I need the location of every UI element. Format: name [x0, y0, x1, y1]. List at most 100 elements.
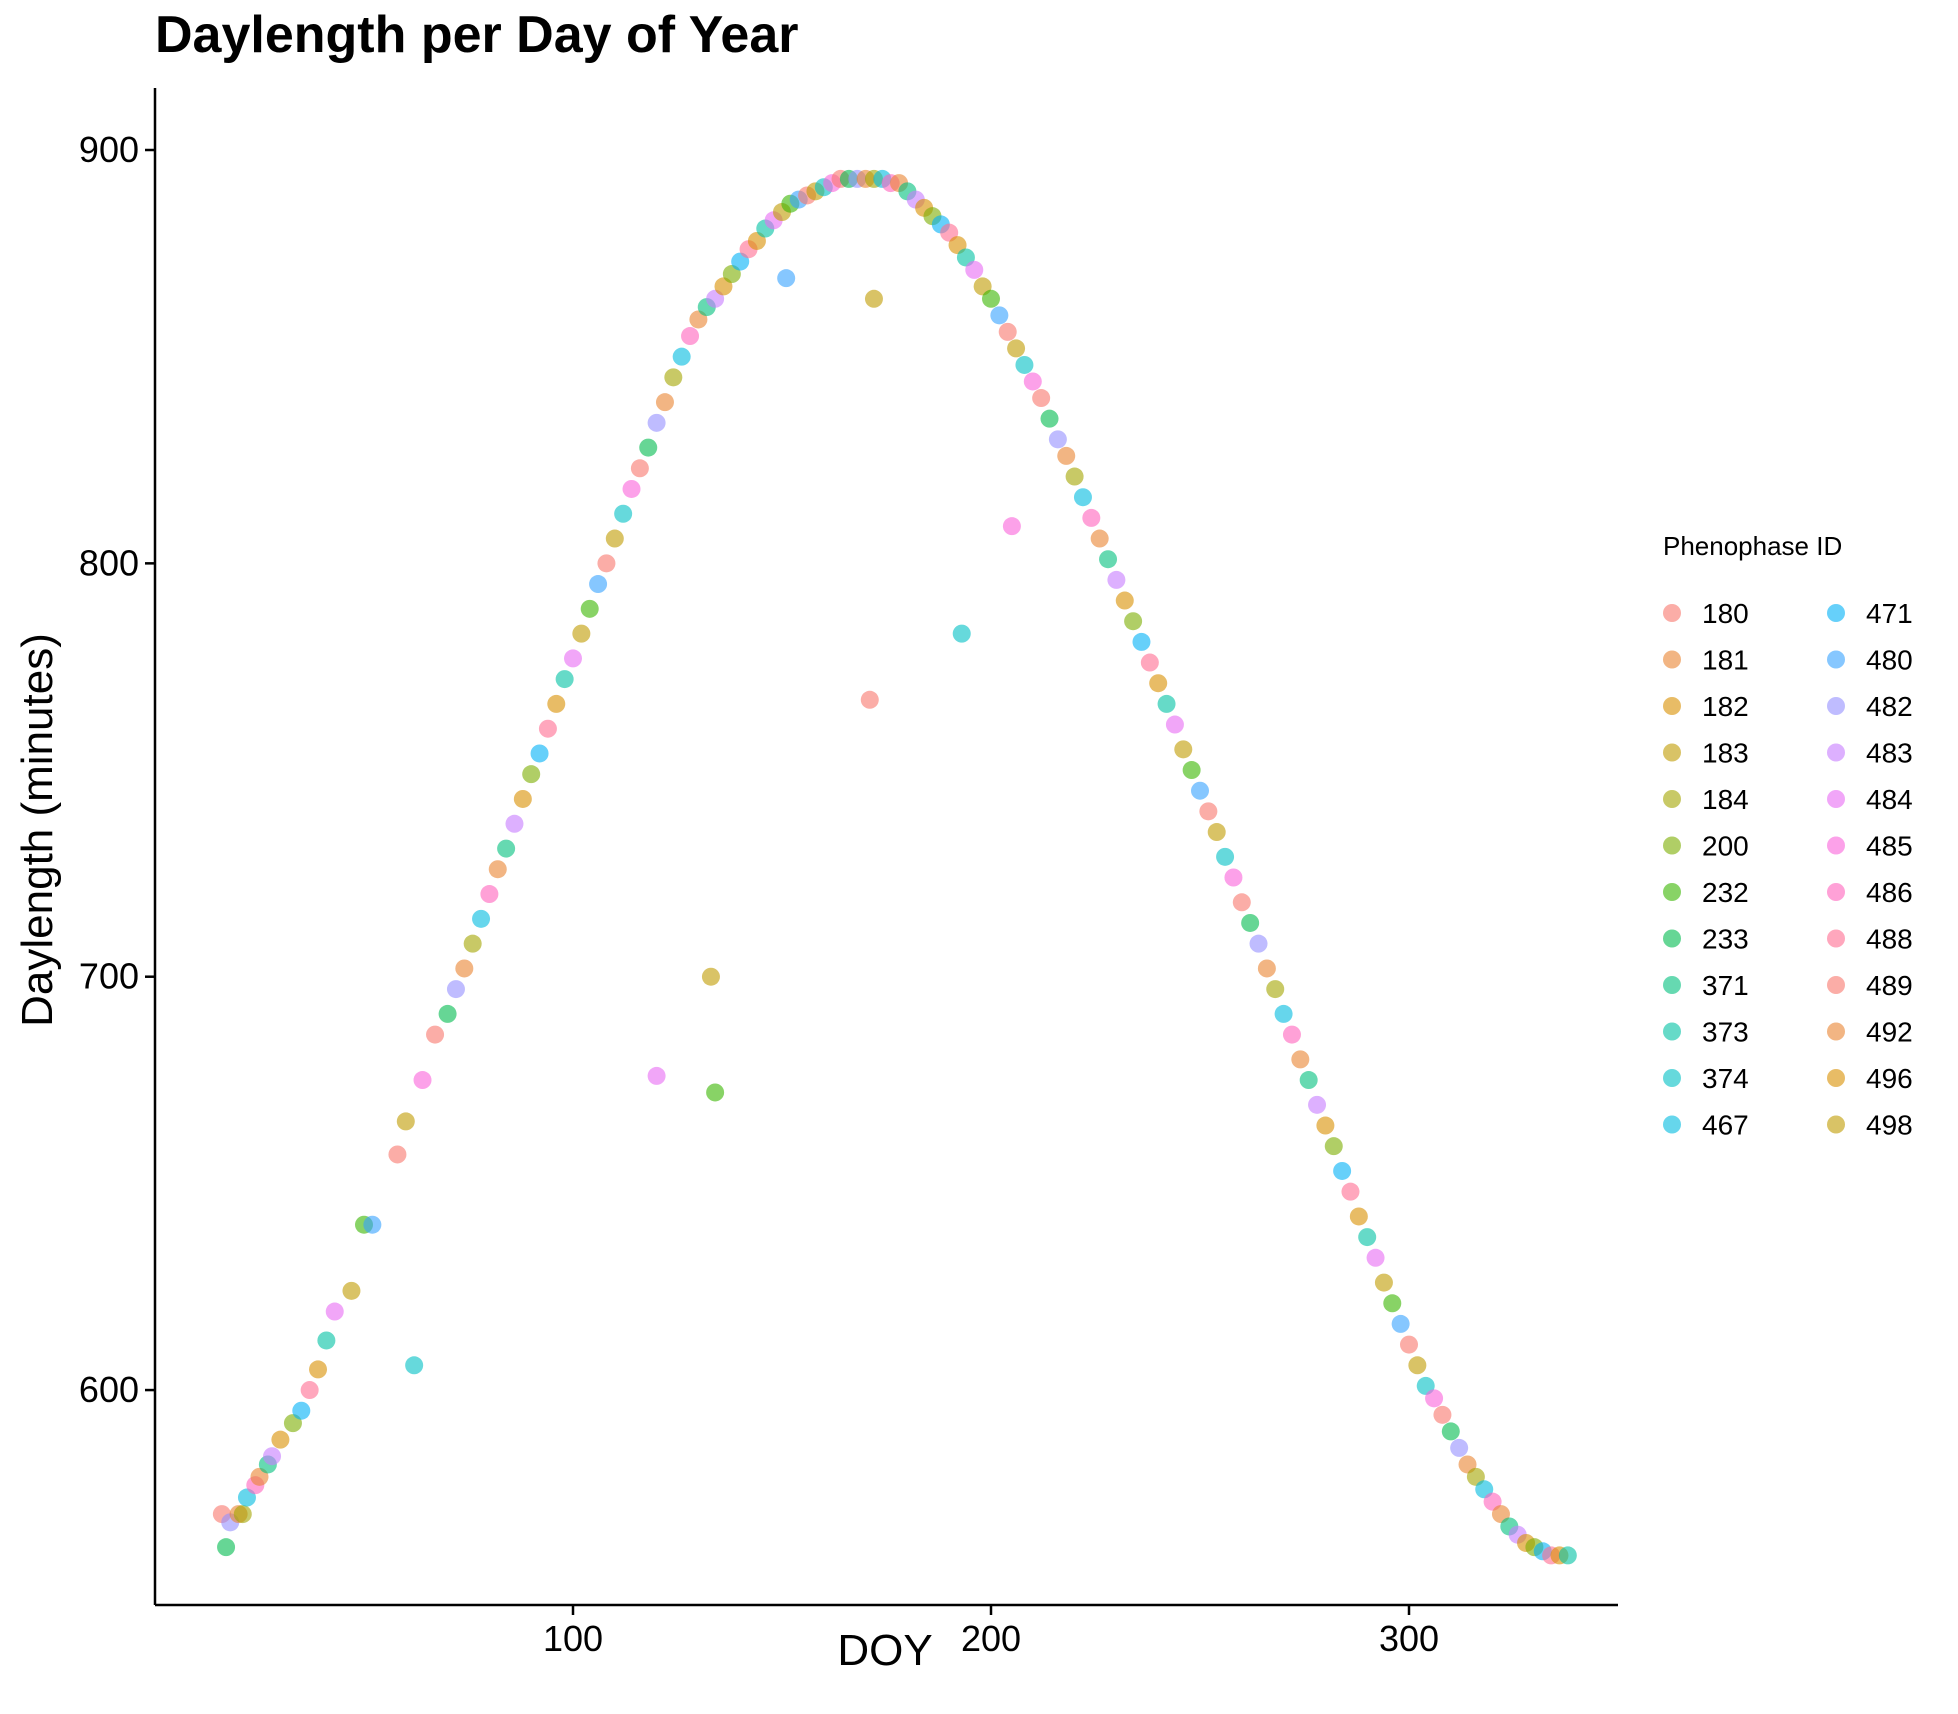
- data-point: [1232, 893, 1251, 912]
- legend-label: 233: [1702, 924, 1749, 955]
- data-point: [706, 1083, 725, 1102]
- data-point: [342, 1281, 361, 1300]
- data-point: [1174, 740, 1193, 759]
- data-point: [405, 1356, 424, 1375]
- data-point: [300, 1381, 319, 1400]
- data-point: [614, 504, 633, 523]
- data-point: [1433, 1405, 1452, 1424]
- y-axis-title: Daylength (minutes): [13, 633, 62, 1027]
- legend-label: 184: [1702, 784, 1749, 815]
- data-point: [672, 347, 691, 366]
- legend-label: 486: [1866, 877, 1913, 908]
- legend-swatch: [1663, 650, 1681, 669]
- data-point: [538, 719, 557, 738]
- legend-label: 373: [1702, 1017, 1749, 1048]
- data-point: [497, 839, 516, 858]
- data-point: [1199, 802, 1218, 821]
- legend-label: 467: [1702, 1110, 1749, 1141]
- data-point: [463, 934, 482, 953]
- legend-label: 485: [1866, 831, 1913, 862]
- legend-swatch: [1663, 1115, 1681, 1134]
- data-point: [572, 624, 591, 643]
- data-point: [1191, 781, 1209, 800]
- data-point: [488, 860, 507, 879]
- data-point: [580, 599, 599, 618]
- legend-swatch: [1827, 836, 1845, 855]
- data-point: [1040, 409, 1059, 428]
- legend-swatch: [1663, 883, 1681, 901]
- data-point: [639, 438, 658, 457]
- data-point: [455, 959, 474, 978]
- legend-label: 498: [1866, 1110, 1913, 1141]
- data-point: [1207, 823, 1226, 842]
- data-point: [1341, 1182, 1360, 1201]
- data-point: [1132, 632, 1151, 651]
- data-point: [681, 327, 700, 346]
- y-tick-label: 700: [79, 956, 139, 997]
- data-point: [1002, 517, 1021, 536]
- data-point: [655, 393, 674, 412]
- data-point: [547, 694, 566, 713]
- data-point: [1073, 488, 1092, 507]
- data-point: [1015, 355, 1034, 374]
- data-point: [1140, 653, 1159, 672]
- legend-swatch: [1663, 976, 1681, 994]
- legend-swatch: [1663, 1022, 1681, 1041]
- data-point: [1149, 674, 1168, 693]
- data-point: [1282, 1025, 1301, 1044]
- data-point: [1257, 959, 1276, 978]
- legend-swatch: [1827, 976, 1845, 994]
- legend-label: 182: [1702, 691, 1749, 722]
- data-point: [413, 1071, 432, 1090]
- data-point: [564, 649, 582, 668]
- data-point: [1400, 1335, 1418, 1354]
- data-point: [1182, 761, 1201, 780]
- data-point: [777, 269, 796, 288]
- data-point: [664, 368, 683, 387]
- data-point: [1099, 550, 1118, 569]
- data-point: [1291, 1050, 1310, 1069]
- legend-swatch: [1827, 604, 1845, 622]
- data-point: [605, 529, 624, 548]
- data-point: [217, 1538, 236, 1557]
- legend-swatch: [1827, 650, 1845, 669]
- legend-label: 471: [1866, 598, 1913, 629]
- legend-swatch: [1663, 836, 1681, 855]
- legend-label: 484: [1866, 784, 1913, 815]
- legend-label: 374: [1702, 1063, 1749, 1094]
- data-point: [1274, 1004, 1293, 1023]
- data-point: [1157, 694, 1176, 713]
- y-tick-label: 800: [79, 542, 139, 583]
- data-point: [647, 1066, 666, 1085]
- legend-label: 200: [1702, 831, 1749, 862]
- data-point: [271, 1430, 290, 1449]
- data-point: [1349, 1207, 1368, 1226]
- chart-title: Daylength per Day of Year: [155, 6, 799, 64]
- legend-swatch: [1827, 743, 1845, 762]
- y-tick-label: 600: [79, 1369, 139, 1410]
- legend-label: 488: [1866, 924, 1913, 955]
- legend-label: 489: [1866, 970, 1913, 1001]
- data-point: [589, 575, 608, 594]
- data-point: [1241, 913, 1260, 932]
- data-point: [1007, 339, 1026, 358]
- data-point: [1107, 570, 1126, 589]
- data-point: [1048, 430, 1067, 449]
- data-point: [396, 1112, 415, 1131]
- data-point: [1374, 1273, 1393, 1292]
- legend-label: 492: [1866, 1017, 1913, 1048]
- legend-label: 181: [1702, 645, 1749, 676]
- data-point: [388, 1145, 407, 1164]
- legend: Phenophase ID 180 181 182 183 184 200 232 233 37…: [1663, 531, 1913, 1141]
- data-point: [965, 260, 984, 279]
- data-point: [1023, 372, 1042, 391]
- legend-swatch: [1663, 697, 1681, 715]
- data-point: [292, 1401, 311, 1420]
- legend-label: 232: [1702, 877, 1749, 908]
- data-point: [1450, 1438, 1469, 1457]
- data-point: [1408, 1356, 1427, 1375]
- data-point: [1266, 980, 1285, 999]
- data-point: [982, 289, 1000, 308]
- data-point: [701, 967, 720, 986]
- data-point: [363, 1215, 382, 1234]
